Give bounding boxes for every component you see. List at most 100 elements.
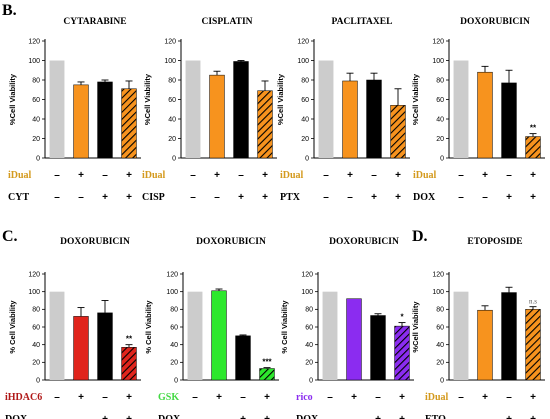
condition-sign: + — [262, 170, 268, 181]
condition-sign: + — [214, 170, 220, 181]
y-tick-label: 60 — [168, 97, 176, 104]
y-tick-label: 120 — [297, 38, 309, 45]
y-tick-label: 80 — [301, 77, 309, 84]
condition-sign: – — [54, 392, 60, 403]
condition-sign: + — [102, 192, 108, 203]
chart-panel-7: ETOPOSIDE %Cell Viability 0 20 40 60 80 100 120 n… — [411, 237, 545, 419]
condition-sign: + — [506, 192, 512, 203]
bar — [235, 335, 251, 381]
chart-panel-1: CISPLATIN %Cell Viability 0 20 40 60 80 100 120 i… — [142, 17, 277, 203]
condition-sign: + — [126, 170, 132, 181]
condition-label: iDual — [413, 170, 437, 181]
y-tick-label: 100 — [432, 289, 444, 296]
condition-sign: – — [506, 170, 512, 181]
y-tick-label: 40 — [436, 116, 444, 123]
condition-sign: – — [102, 170, 108, 181]
condition-label: iHDAC6 — [5, 392, 42, 403]
y-tick-label: 60 — [305, 324, 313, 331]
y-axis-label: % Cell Viability — [144, 300, 153, 354]
condition-sign: + — [262, 192, 268, 203]
condition-label: iDual — [142, 170, 166, 181]
condition-sign: + — [399, 392, 405, 403]
bar — [121, 88, 137, 159]
condition-sign: – — [54, 414, 60, 419]
y-tick-label: 60 — [436, 324, 444, 331]
chart-title: ETOPOSIDE — [467, 237, 522, 247]
y-tick-label: 40 — [32, 342, 40, 349]
condition-label: CISP — [142, 192, 165, 203]
condition-sign: – — [323, 170, 329, 181]
condition-sign: + — [102, 414, 108, 419]
y-tick-label: 80 — [436, 77, 444, 84]
chart-title: DOXORUBICIN — [196, 237, 266, 247]
bar — [73, 316, 89, 381]
condition-sign: – — [458, 392, 464, 403]
condition-sign: – — [347, 192, 353, 203]
bar — [501, 82, 517, 159]
bar — [477, 309, 493, 381]
y-axis-label: %Cell Viability — [411, 301, 420, 353]
bar — [257, 90, 273, 159]
significance-label: *** — [262, 358, 272, 367]
condition-sign: – — [102, 392, 108, 403]
condition-sign: – — [78, 192, 84, 203]
condition-label: DOX — [5, 414, 28, 419]
y-tick-label: 80 — [32, 307, 40, 314]
bar — [233, 61, 249, 159]
y-tick-label: 100 — [28, 289, 40, 296]
y-tick-label: 20 — [32, 360, 40, 367]
condition-sign: + — [126, 414, 132, 419]
chart-title: CISPLATIN — [201, 17, 252, 27]
bar — [187, 291, 203, 380]
condition-sign: – — [482, 192, 488, 203]
y-tick-label: 100 — [164, 58, 176, 65]
y-tick-label: 40 — [168, 116, 176, 123]
bar — [366, 79, 382, 159]
bar — [370, 315, 386, 381]
y-tick-label: 60 — [301, 97, 309, 104]
bar — [185, 60, 201, 158]
condition-sign: – — [78, 414, 84, 419]
condition-label: PTX — [280, 192, 301, 203]
chart-panel-6: DOXORUBICIN % Cell Viability 0 20 40 60 80 100 1… — [280, 237, 414, 419]
condition-sign: + — [395, 192, 401, 203]
condition-sign: + — [395, 170, 401, 181]
condition-sign: + — [264, 414, 270, 419]
condition-sign: – — [190, 192, 196, 203]
y-tick-label: 40 — [32, 116, 40, 123]
bar — [394, 325, 410, 381]
y-tick-label: 60 — [32, 324, 40, 331]
condition-sign: – — [214, 192, 220, 203]
y-tick-label: 100 — [166, 289, 178, 296]
condition-sign: – — [192, 392, 198, 403]
condition-sign: – — [351, 414, 357, 419]
condition-sign: – — [190, 170, 196, 181]
y-tick-label: 120 — [432, 271, 444, 278]
bar — [209, 74, 225, 159]
condition-sign: – — [54, 192, 60, 203]
bar — [211, 290, 227, 381]
condition-sign: + — [530, 170, 536, 181]
condition-sign: + — [126, 392, 132, 403]
y-tick-label: 0 — [172, 155, 176, 162]
y-tick-label: 0 — [440, 377, 444, 384]
bar — [97, 81, 113, 159]
condition-label: GSK — [158, 392, 179, 403]
y-tick-label: 60 — [32, 97, 40, 104]
bar — [453, 291, 469, 380]
significance-label: n.s — [529, 298, 537, 306]
condition-sign: + — [482, 392, 488, 403]
condition-sign: + — [371, 192, 377, 203]
condition-sign: – — [506, 392, 512, 403]
panel-letter-c: C. — [2, 228, 18, 245]
condition-sign: + — [375, 414, 381, 419]
y-tick-label: 120 — [28, 271, 40, 278]
y-tick-label: 120 — [28, 38, 40, 45]
chart-title: DOXORUBICIN — [60, 237, 130, 247]
significance-label: * — [400, 313, 404, 322]
y-tick-label: 20 — [436, 136, 444, 143]
condition-label: rico — [296, 392, 313, 403]
condition-label: DOX — [158, 414, 181, 419]
condition-label: ETO — [425, 414, 446, 419]
bar — [73, 84, 89, 159]
